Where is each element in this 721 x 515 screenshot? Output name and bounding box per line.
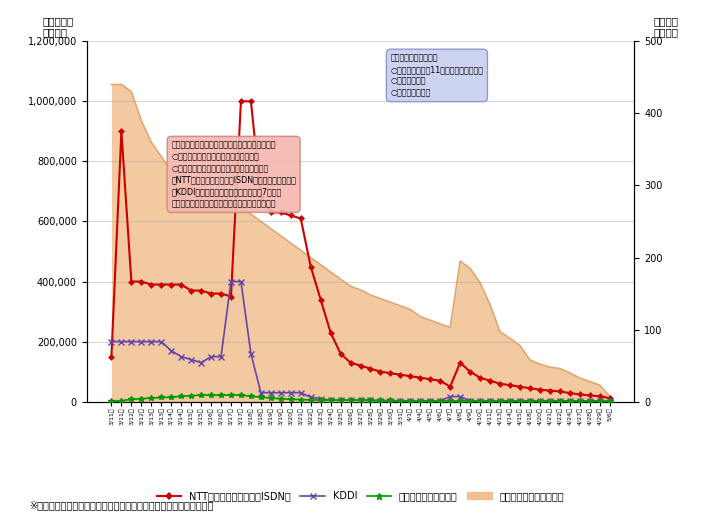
Text: 影響回線数
【回線】: 影響回線数 【回線】: [43, 16, 74, 38]
Text: 『東日本大震災本震』
○発生日時：３月11日（金）１４：４６
○最大震度：７
○震源地：三陸沖: 『東日本大震災本震』 ○発生日時：３月11日（金）１４：４６ ○最大震度：７ ○…: [390, 53, 483, 98]
Text: 停電戸数
【万戸】: 停電戸数 【万戸】: [653, 16, 678, 38]
Legend: NTT東日本（加入電話＋ISDN）, KDDI, ソフトバンクテレコム, 東北電力管内の停電戸数: NTT東日本（加入電話＋ISDN）, KDDI, ソフトバンクテレコム, 東北電…: [153, 487, 568, 505]
Text: 『宮城県沖を震源とする余震（最大震度６強）』
○発生日時：４月７日（木）２３：３２
○この地震による被害最大値（影響回線数）
　NTT東日本（加入電話＋ISDN: 『宮城県沖を震源とする余震（最大震度６強）』 ○発生日時：４月７日（木）２３：３…: [171, 140, 296, 209]
Text: ※　固定電話事業者から報告を受けた内容を基に総務省が独自に作成: ※ 固定電話事業者から報告を受けた内容を基に総務省が独自に作成: [29, 500, 213, 510]
